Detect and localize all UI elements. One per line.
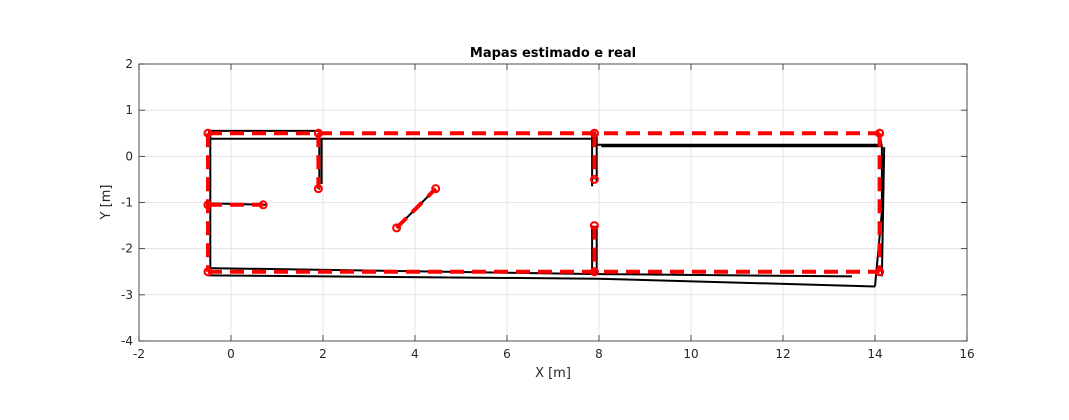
- series-line: [207, 274, 876, 288]
- data-point: [313, 128, 323, 138]
- series-dashed-1: [203, 128, 885, 277]
- data-point: [431, 184, 441, 194]
- data-point: [258, 200, 268, 210]
- x-tick-label: 4: [411, 347, 419, 361]
- x-tick-label: 0: [227, 347, 235, 361]
- x-tick-label: 2: [319, 347, 327, 361]
- y-tick-label: -4: [121, 334, 133, 348]
- x-tick-label: 16: [959, 347, 974, 361]
- data-point: [875, 128, 885, 138]
- data-point: [203, 128, 213, 138]
- y-tick-label: 2: [125, 57, 133, 71]
- plot-area: [203, 128, 886, 288]
- data-point: [589, 221, 599, 231]
- series-line: [880, 147, 886, 277]
- x-tick-label: 14: [867, 347, 882, 361]
- data-point: [875, 267, 885, 277]
- data-point: [313, 184, 323, 194]
- x-tick-label: -2: [133, 347, 145, 361]
- x-tick-label: 12: [775, 347, 790, 361]
- data-point: [589, 128, 599, 138]
- data-point: [589, 267, 599, 277]
- data-point: [203, 200, 213, 210]
- data-point: [589, 174, 599, 184]
- y-tick-label: -3: [121, 288, 133, 302]
- y-tick-label: 0: [125, 149, 133, 163]
- series-solid-0: [207, 129, 886, 288]
- y-tick-label: -1: [121, 196, 133, 210]
- x-tick-label: 8: [595, 347, 603, 361]
- y-tick-label: 1: [125, 103, 133, 117]
- x-tick-label: 6: [503, 347, 511, 361]
- y-tick-label: -2: [121, 242, 133, 256]
- data-point: [203, 267, 213, 277]
- x-tick-label: 10: [683, 347, 698, 361]
- data-point: [392, 223, 402, 233]
- y-axis-label: Y [m]: [99, 185, 114, 221]
- series-line: [395, 187, 438, 230]
- x-axis-label: X [m]: [535, 366, 571, 381]
- series-line: [207, 267, 853, 278]
- chart-title: Mapas estimado e real: [470, 46, 636, 61]
